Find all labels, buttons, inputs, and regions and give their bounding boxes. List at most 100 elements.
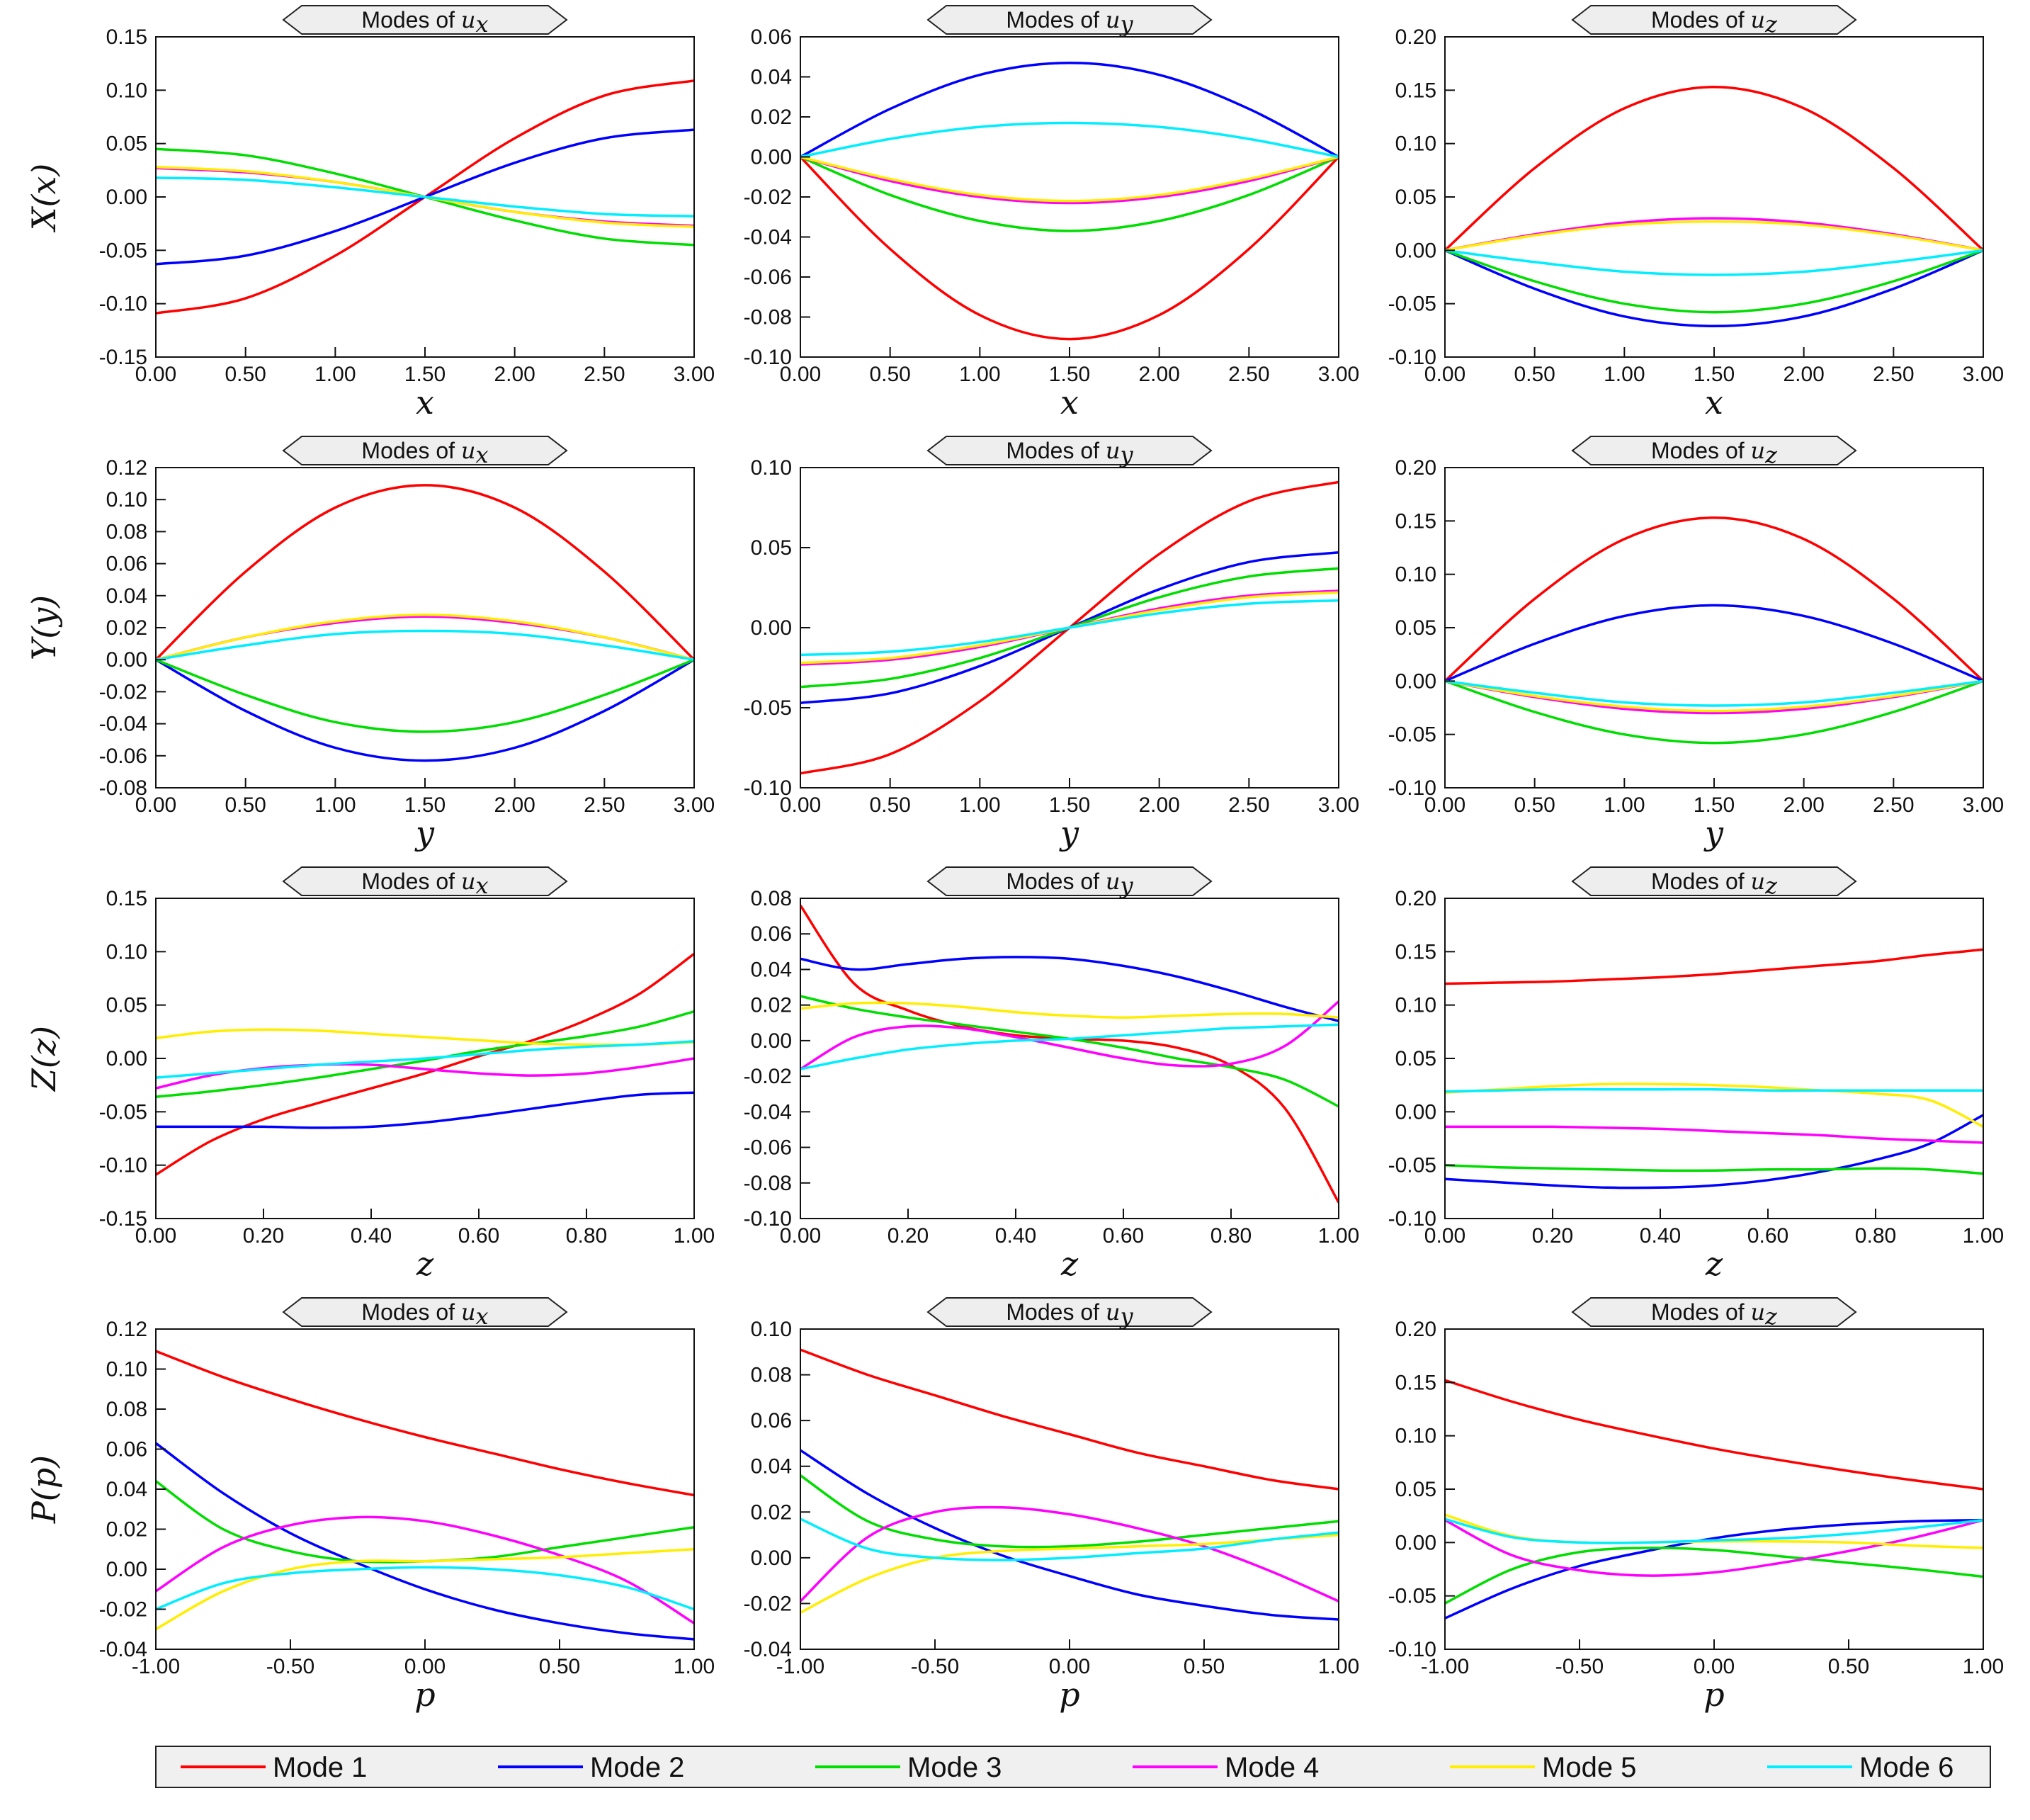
chart-panel-11: -1.00 -0.50 0.00 0.50 1.00 -0.04 -0.02 0.00 0.02…	[744, 1297, 1359, 1714]
chart-panel-12: -1.00 -0.50 0.00 0.50 1.00 -0.10 -0.05 0.00 0.05…	[1388, 1297, 2004, 1714]
series-line-mode-4	[156, 1515, 694, 1624]
y-tick-label: 0.15	[106, 887, 147, 910]
series-line-mode-5	[800, 1533, 1339, 1614]
series-line-mode-2	[156, 1091, 694, 1129]
panels-group: 0.00 0.50 1.00 1.50 2.00 2.50 3.00 -0.15 -0.10 -0…	[25, 5, 2004, 1714]
x-tick-label: 1.00	[1318, 1224, 1359, 1248]
series-line-mode-1	[1445, 86, 1983, 251]
series-line-mode-6	[156, 1566, 694, 1611]
y-tick-label: 0.05	[106, 132, 147, 156]
y-tick-label: -0.02	[99, 680, 147, 703]
x-tick-label: 0.00	[135, 1224, 176, 1248]
series-line-mode-2	[800, 1449, 1339, 1621]
x-tick-label: 0.40	[995, 1224, 1036, 1248]
x-tick-label: 3.00	[674, 363, 715, 386]
x-tick-label: 1.00	[1604, 793, 1645, 817]
x-axis-label: x	[416, 383, 434, 422]
x-tick-label: 0.80	[566, 1224, 607, 1248]
legend-label-1: Mode 1	[273, 1752, 367, 1783]
x-tick-label: 1.00	[1963, 1224, 2004, 1248]
y-tick-label: -0.02	[744, 1592, 792, 1615]
series-line-mode-1	[1445, 1379, 1983, 1491]
plot-area	[156, 468, 694, 788]
y-tick-label: 0.04	[106, 584, 147, 608]
x-tick-label: 0.80	[1855, 1224, 1896, 1248]
series-line-mode-3	[1445, 679, 1983, 745]
y-axis-label: X(x)	[25, 164, 63, 233]
series-line-mode-6	[1445, 1517, 1983, 1544]
y-tick-label: 0.10	[106, 79, 147, 102]
series-group	[800, 1348, 1339, 1621]
x-tick-label: 0.00	[135, 363, 176, 386]
y-tick-label: 0.10	[751, 1318, 792, 1341]
series-line-mode-6	[156, 1040, 694, 1079]
title-badge	[926, 1297, 1213, 1327]
y-tick-label: 0.15	[106, 26, 147, 49]
series-line-mode-1	[1445, 948, 1983, 985]
y-tick-label: 0.05	[1395, 186, 1436, 209]
x-tick-label: 1.00	[959, 363, 1000, 386]
x-tick-label: 0.20	[1532, 1224, 1573, 1248]
chart-panel-8: 0.00 0.20 0.40 0.60 0.80 1.00 -0.10 -0.08 -0.06 -…	[744, 866, 1359, 1283]
series-line-mode-5	[1445, 1083, 1983, 1128]
y-tick-label: 0.08	[106, 1398, 147, 1421]
x-tick-label: -0.50	[1555, 1655, 1604, 1678]
series-line-mode-3	[800, 1474, 1339, 1549]
plot-area	[1445, 898, 1983, 1219]
x-tick-label: 0.20	[888, 1224, 929, 1248]
y-tick-label: 0.10	[751, 456, 792, 480]
x-tick-label: 1.00	[1318, 1655, 1359, 1678]
plot-area	[800, 898, 1339, 1219]
x-tick-label: 1.00	[1963, 1655, 2004, 1678]
y-tick-label: 0.15	[1395, 509, 1436, 533]
y-tick-label: 0.00	[1395, 239, 1436, 262]
x-tick-label: 0.00	[1424, 793, 1465, 817]
y-tick-label: 0.04	[751, 66, 792, 89]
x-tick-label: 1.00	[674, 1655, 715, 1678]
y-tick-label: -0.10	[744, 776, 792, 800]
y-tick-label: 0.06	[106, 553, 147, 576]
y-tick-label: 0.00	[1395, 669, 1436, 693]
y-axis-label: Z(z)	[25, 1026, 63, 1092]
x-axis-label: p	[414, 1675, 435, 1714]
series-line-mode-6	[1445, 1087, 1983, 1093]
x-tick-label: 2.00	[1138, 793, 1179, 817]
y-tick-label: 0.06	[751, 922, 792, 946]
x-tick-label: -1.00	[776, 1655, 824, 1678]
x-tick-label: 0.50	[1514, 793, 1555, 817]
x-axis-label: p	[1059, 1675, 1079, 1714]
chart-title: Modes of ux	[361, 6, 488, 38]
x-tick-label: 2.00	[1138, 363, 1179, 386]
x-tick-label: -0.50	[266, 1655, 314, 1678]
chart-title: Modes of uy	[1006, 437, 1133, 468]
title-badge	[1571, 866, 1857, 896]
y-tick-label: -0.04	[744, 226, 792, 249]
x-tick-label: 1.00	[314, 793, 356, 817]
y-tick-label: 0.05	[1395, 616, 1436, 640]
series-group	[800, 61, 1339, 341]
y-tick-label: 0.12	[106, 456, 147, 480]
series-line-mode-4	[800, 155, 1339, 205]
y-tick-label: -0.15	[99, 346, 147, 369]
series-line-mode-2	[800, 956, 1339, 1022]
x-tick-label: 2.00	[494, 363, 535, 386]
series-line-mode-1	[800, 156, 1339, 341]
y-tick-label: -0.02	[744, 1065, 792, 1088]
series-line-mode-3	[800, 155, 1339, 232]
series-line-mode-2	[156, 658, 694, 762]
x-tick-label: 1.00	[314, 363, 356, 386]
chart-panel-9: 0.00 0.20 0.40 0.60 0.80 1.00 -0.10 -0.05 0.00 0.…	[1388, 866, 2004, 1283]
y-tick-label: 0.05	[1395, 1047, 1436, 1070]
x-tick-label: 0.00	[1694, 1655, 1735, 1678]
y-tick-label: -0.10	[99, 293, 147, 316]
series-line-mode-6	[800, 1023, 1339, 1070]
y-tick-label: 0.10	[106, 1358, 147, 1381]
legend-label-3: Mode 3	[907, 1752, 1002, 1783]
series-group	[1445, 1379, 1983, 1620]
y-tick-label: -0.05	[744, 696, 792, 720]
x-tick-label: 0.60	[1747, 1224, 1788, 1248]
series-line-mode-4	[800, 1505, 1339, 1603]
y-tick-label: 0.00	[751, 146, 792, 169]
title-badge	[926, 866, 1213, 896]
